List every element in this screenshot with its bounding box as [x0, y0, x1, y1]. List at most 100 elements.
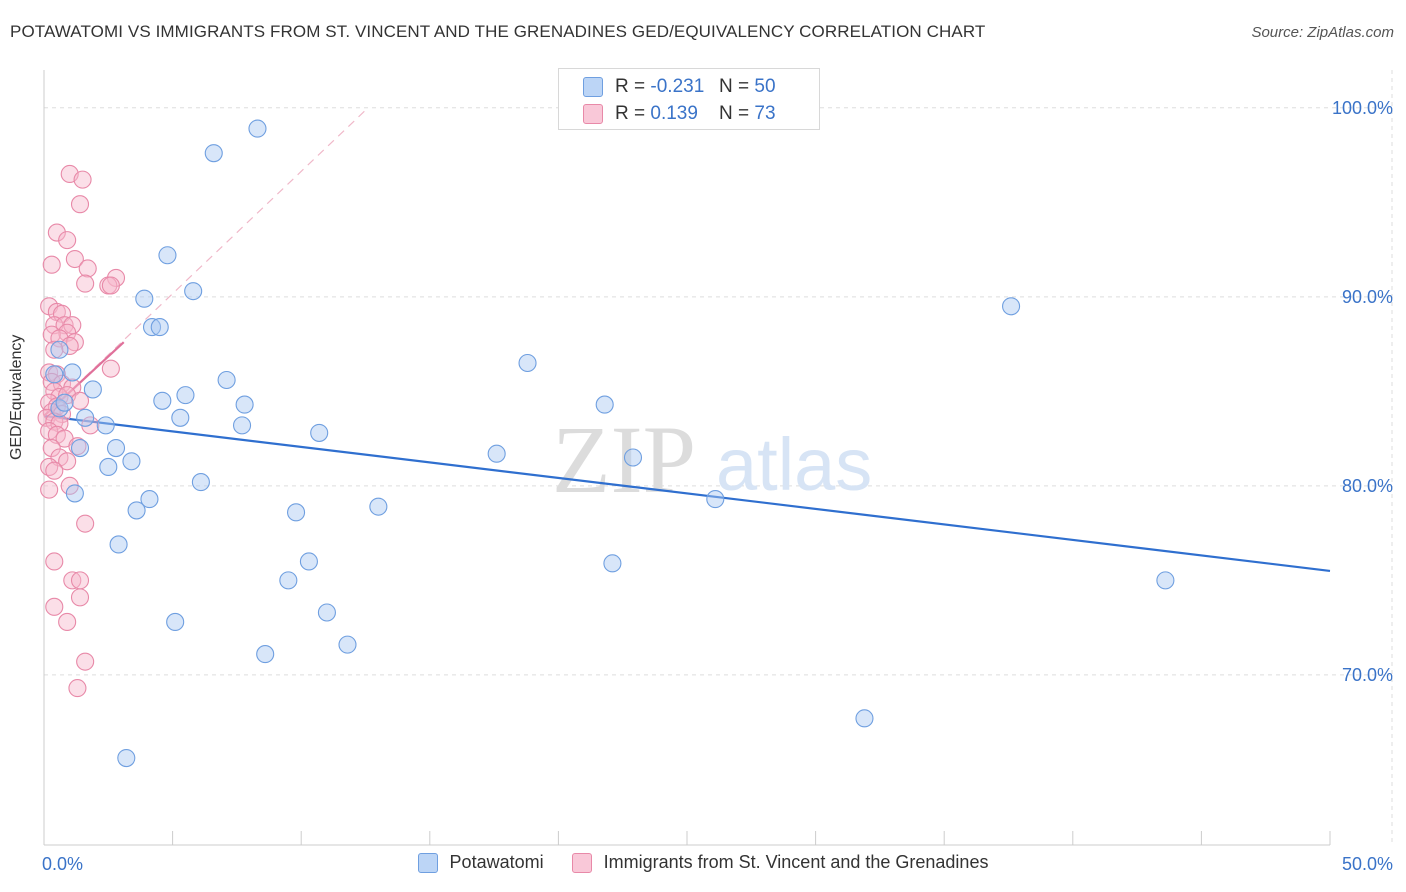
- y-axis-label: GED/Equivalency: [8, 334, 25, 460]
- point-potawatomi: [1002, 297, 1021, 316]
- data-points: [37, 119, 1175, 768]
- r-label: R =: [615, 103, 646, 124]
- point-immigrants: [73, 170, 92, 189]
- point-potawatomi: [55, 393, 74, 412]
- watermark-zip: ZIP: [552, 406, 696, 513]
- series-legend: Potawatomi Immigrants from St. Vincent a…: [0, 852, 1406, 873]
- point-potawatomi: [109, 535, 128, 554]
- point-potawatomi: [317, 603, 336, 622]
- point-potawatomi: [518, 353, 537, 373]
- n-value: 50: [754, 76, 776, 97]
- point-potawatomi: [256, 645, 275, 664]
- x-tick-label: 50.0%: [1342, 854, 1393, 874]
- point-potawatomi: [184, 282, 203, 301]
- point-potawatomi: [140, 490, 159, 509]
- watermark: ZIP atlas: [552, 406, 872, 513]
- point-potawatomi: [299, 552, 318, 571]
- chart-title: POTAWATOMI VS IMMIGRANTS FROM ST. VINCEN…: [10, 22, 986, 41]
- tick-labels: 100.0% 90.0% 80.0% 70.0% 0.0% 50.0%: [42, 98, 1393, 874]
- legend-item-immigrants: Immigrants from St. Vincent and the Gren…: [571, 852, 989, 873]
- legend-swatch-pink: [571, 852, 592, 873]
- axes: [43, 70, 1331, 846]
- point-potawatomi: [623, 448, 643, 467]
- point-immigrants: [40, 480, 59, 499]
- legend-row-immigrants: R = 0.139 N = 73: [583, 101, 776, 127]
- legend-swatch-pink: [583, 104, 603, 124]
- point-potawatomi: [65, 484, 84, 503]
- correlation-legend: R = -0.231 N = 50 R = 0.139 N = 73: [558, 68, 820, 130]
- point-potawatomi: [83, 380, 102, 399]
- legend-swatch-blue: [417, 852, 438, 873]
- x-tick-label: 0.0%: [42, 854, 83, 874]
- point-potawatomi: [153, 391, 172, 410]
- point-potawatomi: [338, 635, 357, 654]
- r-value: 0.139: [650, 103, 698, 124]
- point-potawatomi: [50, 340, 69, 359]
- point-potawatomi: [287, 503, 306, 522]
- point-potawatomi: [70, 438, 90, 458]
- point-potawatomi: [310, 423, 329, 442]
- point-potawatomi: [171, 408, 190, 427]
- point-potawatomi: [76, 408, 95, 427]
- point-immigrants: [45, 597, 64, 616]
- point-potawatomi: [369, 497, 388, 516]
- legend-item-potawatomi: Potawatomi: [417, 852, 544, 873]
- n-label: N =: [719, 76, 750, 97]
- point-potawatomi: [217, 370, 236, 390]
- point-immigrants: [45, 461, 64, 480]
- point-immigrants: [101, 276, 120, 295]
- point-immigrants: [70, 391, 90, 410]
- point-potawatomi: [117, 748, 136, 768]
- point-potawatomi: [96, 416, 115, 435]
- point-immigrants: [42, 255, 61, 274]
- point-immigrants: [65, 249, 84, 269]
- watermark-atlas: atlas: [716, 423, 872, 506]
- point-potawatomi: [63, 363, 82, 382]
- point-potawatomi: [122, 452, 141, 471]
- point-potawatomi: [706, 490, 725, 509]
- point-potawatomi: [204, 144, 223, 163]
- point-potawatomi: [135, 289, 154, 308]
- point-potawatomi: [158, 246, 177, 265]
- point-immigrants: [70, 588, 90, 607]
- legend-swatch-blue: [583, 77, 603, 97]
- point-potawatomi: [1156, 571, 1175, 590]
- point-potawatomi: [99, 457, 118, 477]
- point-immigrants: [78, 259, 97, 278]
- r-label: R =: [615, 76, 646, 97]
- point-immigrants: [68, 437, 87, 456]
- point-immigrants: [76, 274, 95, 293]
- point-immigrants: [76, 514, 95, 533]
- point-potawatomi: [166, 612, 185, 632]
- legend-label: Immigrants from St. Vincent and the Gren…: [603, 852, 989, 872]
- point-immigrants: [42, 438, 61, 458]
- y-tick-label: 100.0%: [1332, 98, 1393, 118]
- point-immigrants: [101, 359, 120, 378]
- point-potawatomi: [855, 709, 874, 728]
- point-potawatomi: [106, 438, 126, 458]
- point-immigrants: [45, 552, 64, 571]
- point-potawatomi: [176, 386, 195, 405]
- r-value: -0.231: [650, 76, 705, 97]
- point-immigrants: [63, 571, 82, 590]
- point-potawatomi: [150, 318, 169, 337]
- point-immigrants: [70, 571, 90, 590]
- point-immigrants: [58, 231, 77, 250]
- y-tick-label: 70.0%: [1342, 665, 1393, 685]
- point-immigrants: [76, 652, 95, 671]
- point-potawatomi: [595, 395, 614, 414]
- legend-label: Potawatomi: [449, 852, 544, 872]
- n-value: 73: [754, 103, 776, 124]
- point-potawatomi: [487, 444, 506, 463]
- point-immigrants: [47, 223, 66, 242]
- legend-row-potawatomi: R = -0.231 N = 50: [583, 74, 776, 100]
- point-immigrants: [45, 340, 64, 359]
- point-immigrants: [58, 612, 77, 632]
- point-potawatomi: [142, 318, 162, 337]
- point-potawatomi: [235, 395, 254, 414]
- point-immigrants: [60, 336, 79, 356]
- point-potawatomi: [45, 365, 64, 384]
- point-immigrants: [52, 374, 72, 393]
- point-potawatomi: [279, 571, 298, 590]
